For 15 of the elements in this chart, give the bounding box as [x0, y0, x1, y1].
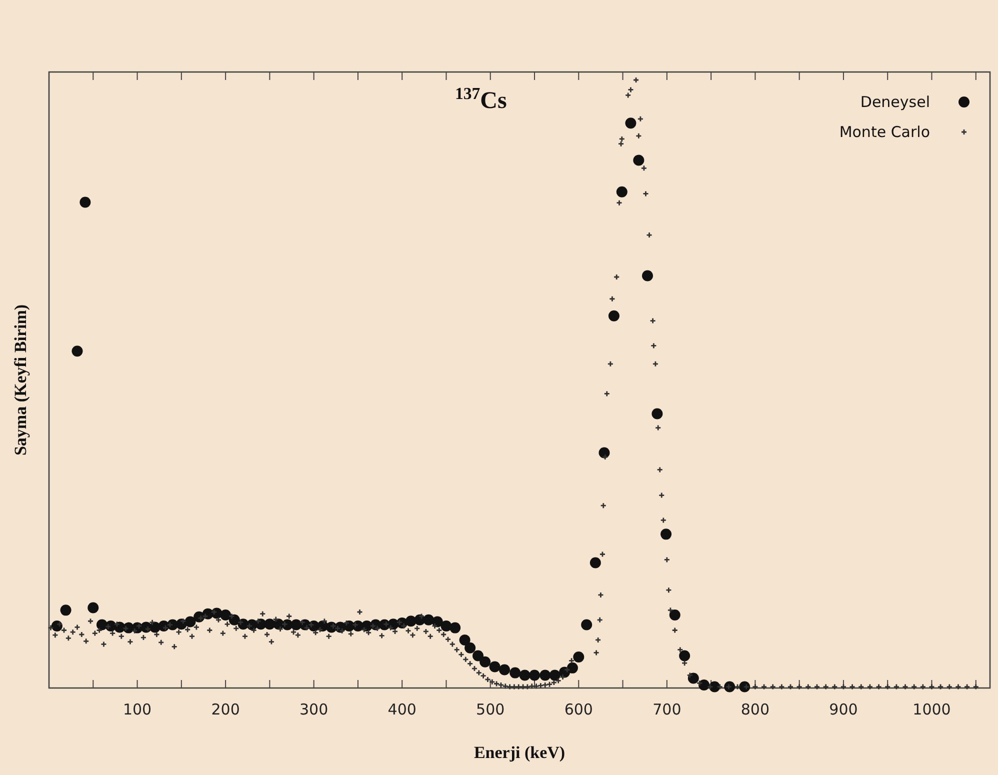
y-axis-title: Sayma (Keyfi Birim)	[11, 304, 30, 456]
x-tick-label: 1000	[912, 700, 951, 719]
x-tick-label: 700	[652, 700, 682, 719]
x-tick-label: 500	[476, 700, 505, 719]
chart-title: $^{137}$Cs	[455, 84, 507, 114]
legend-label: Monte Carlo	[839, 123, 930, 141]
x-tick-label: 900	[829, 700, 858, 719]
x-tick-label: 200	[211, 700, 240, 719]
x-tick-label: 600	[564, 700, 593, 719]
x-tick-label: 400	[388, 700, 416, 719]
x-tick-label: 300	[300, 700, 328, 719]
x-tick-label: 100	[122, 700, 152, 719]
legend-label: Deneysel	[860, 93, 930, 111]
x-axis-title: Enerji (keV)	[474, 743, 566, 762]
x-tick-label: 800	[740, 700, 770, 719]
